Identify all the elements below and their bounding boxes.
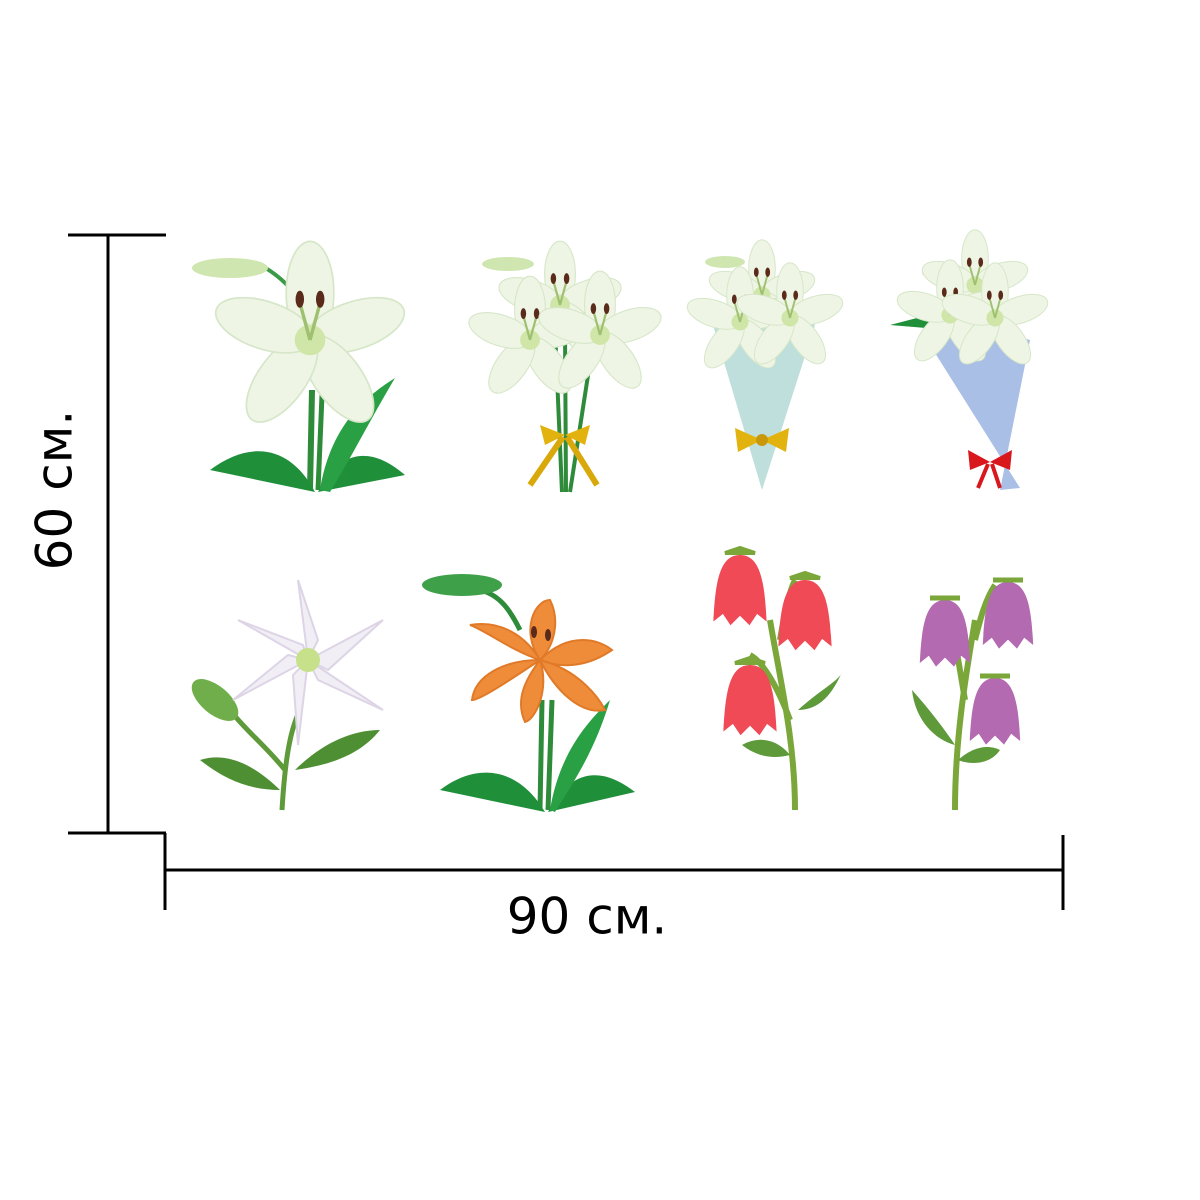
lily-bouquet-paper: [682, 238, 848, 490]
white-lily: [192, 239, 413, 492]
lily-bouquet-bow: [463, 240, 667, 493]
height-label: 60 см.: [26, 410, 84, 571]
red-bellflowers: [713, 545, 842, 811]
stargazer-lily: [191, 579, 384, 811]
orange-lily: [422, 574, 635, 812]
width-label: 90 см.: [507, 888, 668, 946]
lily-bouquet-blue: [890, 228, 1053, 490]
dimension-lines: [68, 233, 1065, 910]
purple-bellflowers: [912, 577, 1034, 811]
